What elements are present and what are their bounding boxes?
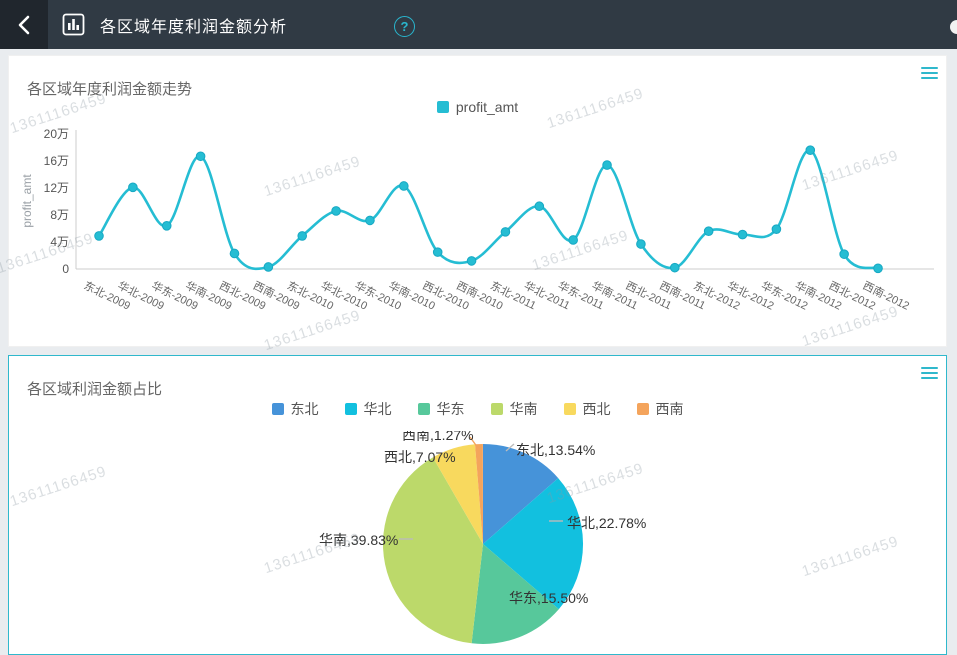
legend-item-profit-amt[interactable]: profit_amt [436,99,519,115]
y-axis-title: profit_amt [20,174,34,228]
legend-swatch [563,403,576,415]
data-point[interactable] [839,249,849,259]
data-point[interactable] [703,226,714,236]
data-point[interactable] [432,247,443,257]
y-tick-label: 4万 [50,235,69,249]
page-title: 各区域年度利润金额分析 [100,18,288,36]
legend-label: 华南 [509,401,538,417]
y-tick-label: 8万 [50,208,69,222]
legend-swatch [344,403,357,415]
data-point[interactable] [669,262,680,273]
data-point[interactable] [195,151,206,162]
data-point[interactable] [771,224,782,234]
line-chart[interactable]: 04万8万12万16万20万profit_amt东北-2009华北-2009华东… [9,116,946,346]
data-point[interactable] [263,262,274,272]
legend-item-西南[interactable]: 西南 [636,399,684,419]
data-point[interactable] [466,256,477,266]
pie-chart[interactable] [9,431,946,655]
legend-swatch [271,403,284,415]
legend-item-华南[interactable]: 华南 [490,399,538,419]
y-tick-label: 12万 [44,181,69,195]
legend-label: 华北 [363,401,392,417]
line-legend: profit_amt [9,99,946,115]
data-point[interactable] [94,231,104,241]
legend-label: 东北 [290,401,319,417]
y-tick-label: 16万 [44,154,69,168]
pie-plot-area: 东北,13.54% 华北,22.78% 华东,15.50% 华南,39.83% 西北,7… [9,431,946,655]
legend-swatch [417,403,430,415]
pie-slice-华南[interactable] [382,457,483,644]
legend-label: 西南 [655,401,684,417]
y-tick-label: 0 [62,262,69,276]
data-point[interactable] [873,263,883,274]
data-point[interactable] [636,239,646,249]
pie-label-华南: 华南,39.83% [319,532,399,548]
data-point[interactable] [331,206,341,216]
legend-swatch [490,403,503,415]
legend-item-华北[interactable]: 华北 [344,399,392,419]
legend-swatch [436,101,449,113]
data-point[interactable] [229,248,240,259]
pie-label-华东: 华东,15.50% [509,590,589,606]
pie-label-华北: 华北,22.78% [567,515,647,531]
pie-label-line [505,443,515,452]
app-header: 各区域年度利润金额分析 ? [0,0,957,49]
pie-slice-西北[interactable] [432,444,483,544]
data-point[interactable] [161,221,172,231]
legend-item-西北[interactable]: 西北 [563,399,611,419]
pie-chart-panel: 各区域利润金额占比 东北 华北 华东 华南 西北 西南 东北,13.54% 华北,22.78… [8,355,947,655]
legend-item-东北[interactable]: 东北 [271,399,319,419]
menu-icon[interactable] [921,67,938,82]
pie-label-东北: 东北,13.54% [516,442,596,458]
line-chart-panel: 各区域年度利润金额走势 profit_amt 0 4万 8万 12万 16万 20万 pro… [8,55,947,347]
pie-legend: 东北 华北 华东 华南 西北 西南 [9,399,946,419]
help-icon[interactable]: ? [394,16,415,37]
data-point[interactable] [365,215,375,226]
pie-label-line [469,436,479,449]
data-point[interactable] [568,235,578,245]
pie-slice-西南[interactable] [475,443,483,544]
data-point[interactable] [297,231,308,241]
legend-swatch [636,403,649,415]
pie-slice-东北[interactable] [483,444,559,544]
back-button[interactable] [0,0,48,49]
pie-panel-title: 各区域利润金额占比 [27,381,163,398]
data-point[interactable] [805,145,816,156]
header-edge-icon[interactable] [950,20,957,34]
legend-item-华东[interactable]: 华东 [417,399,465,419]
bar-chart-icon [62,13,85,36]
legend-label: profit_amt [455,99,519,115]
legend-label: 西北 [582,401,611,417]
data-point[interactable] [399,181,409,191]
line-series [97,148,879,271]
pie-label-西南: 西南,1.27% [402,431,474,443]
data-point[interactable] [602,160,612,170]
y-tick-label: 20万 [44,127,69,141]
data-point[interactable] [500,227,511,237]
data-point[interactable] [128,182,138,193]
pie-slice-华北[interactable] [483,478,584,610]
data-point[interactable] [534,201,545,212]
back-chevron-icon [18,15,30,34]
line-panel-title: 各区域年度利润金额走势 [27,81,193,98]
pie-label-西北: 西北,7.07% [384,449,456,465]
legend-label: 华东 [436,401,465,417]
data-point[interactable] [737,229,748,240]
menu-icon[interactable] [921,367,938,382]
